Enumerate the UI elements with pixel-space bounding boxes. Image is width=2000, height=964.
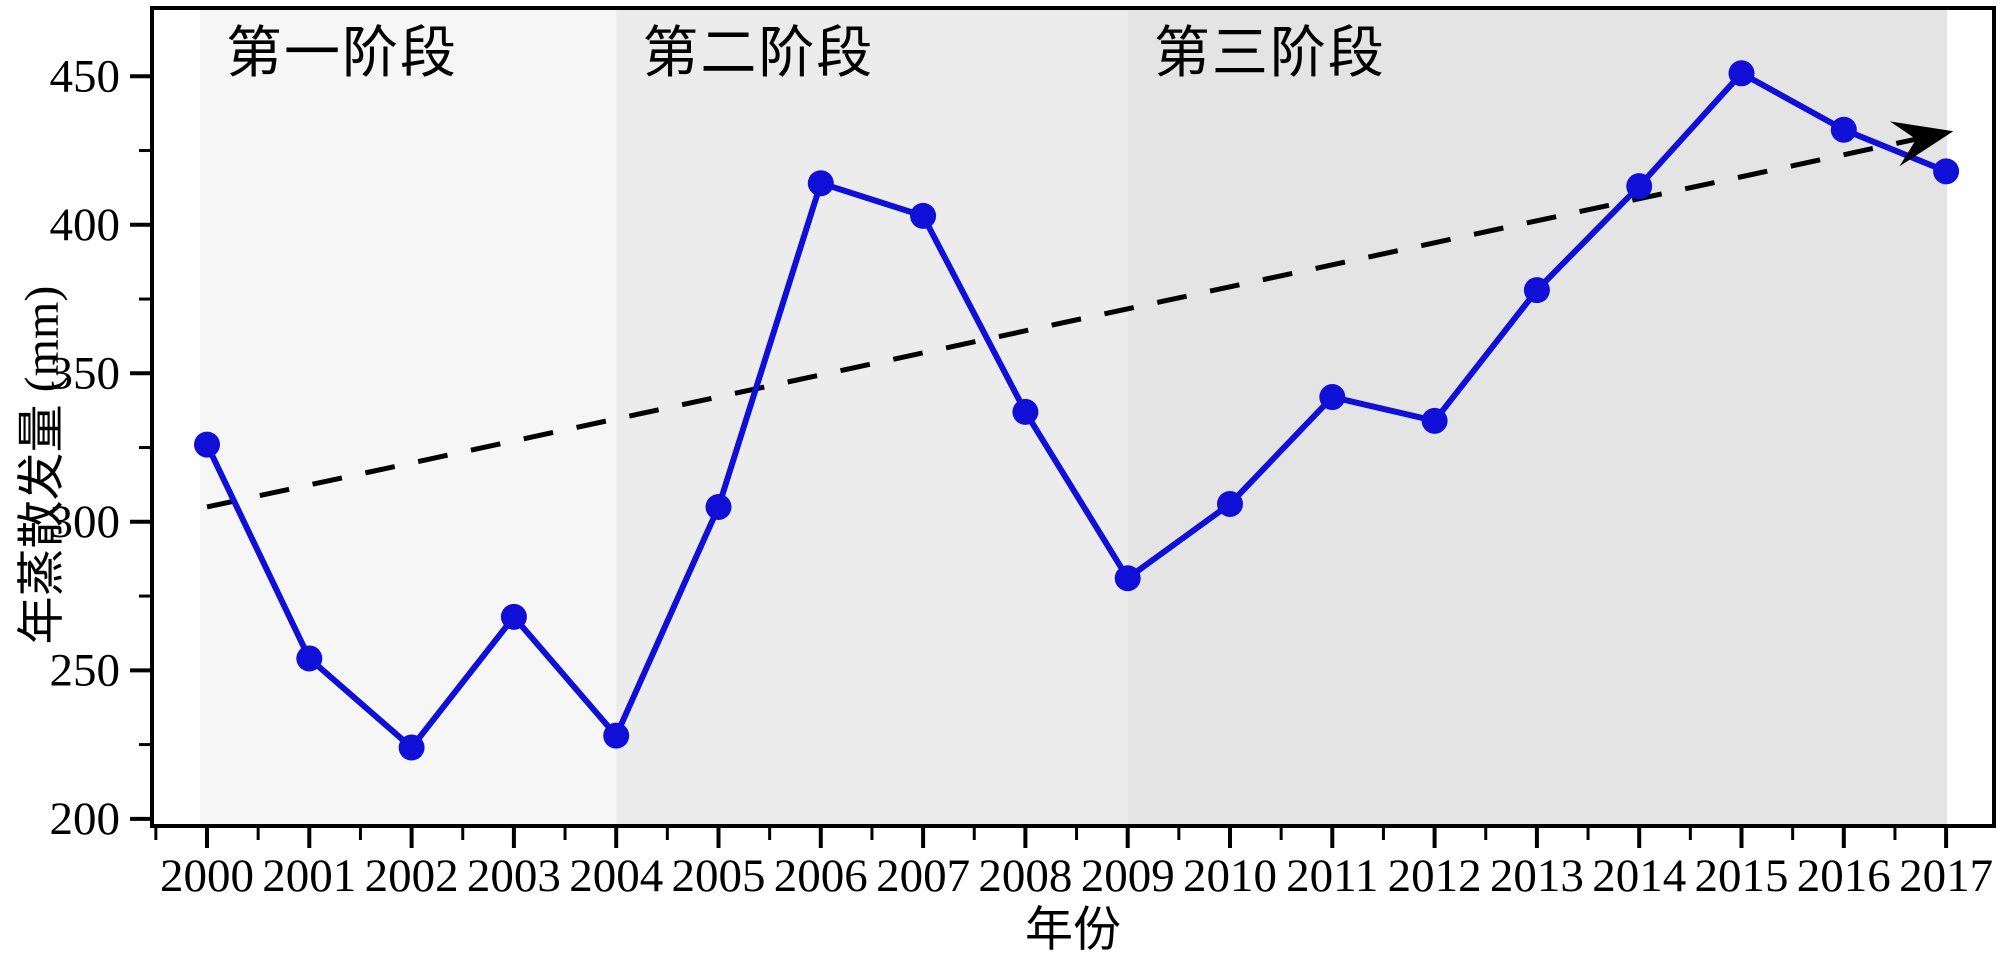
data-point-2013 xyxy=(1523,277,1550,304)
x-tick-label: 2006 xyxy=(774,850,868,902)
y-tick-label: 200 xyxy=(50,793,121,845)
x-tick-label: 2001 xyxy=(262,850,356,902)
x-tick-label: 2004 xyxy=(569,850,663,902)
data-point-2014 xyxy=(1626,173,1653,200)
y-tick-label: 450 xyxy=(50,50,121,102)
data-point-2006 xyxy=(807,170,834,197)
x-tick-label: 2007 xyxy=(876,850,970,902)
data-point-2015 xyxy=(1728,60,1755,87)
data-point-2001 xyxy=(296,645,323,672)
x-tick-label: 2009 xyxy=(1081,850,1175,902)
trend-line xyxy=(206,130,1947,510)
data-point-2002 xyxy=(398,734,425,761)
trend-arrow-icon xyxy=(1889,121,1954,167)
stage-region-1 xyxy=(200,10,617,824)
stage-region-2 xyxy=(616,10,1128,824)
data-line xyxy=(204,70,1950,751)
x-tick-label: 2002 xyxy=(365,850,459,902)
x-axis-title: 年份 xyxy=(1025,904,1121,957)
x-tick-label: 2000 xyxy=(160,850,254,902)
x-tick-label: 2010 xyxy=(1183,850,1277,902)
x-tick-label: 2012 xyxy=(1388,850,1482,902)
data-point-2009 xyxy=(1114,565,1141,592)
y-tick-label: 250 xyxy=(50,644,121,696)
x-tick-label: 2014 xyxy=(1592,850,1686,902)
data-point-2003 xyxy=(500,603,527,630)
stage-label-2: 第二阶段 xyxy=(642,23,874,85)
data-point-2007 xyxy=(910,202,937,229)
x-tick-label: 2017 xyxy=(1899,850,1993,902)
x-tick-label: 2016 xyxy=(1797,850,1891,902)
y-tick-label: 350 xyxy=(50,347,121,399)
data-point-2016 xyxy=(1830,116,1857,143)
x-tick-label: 2003 xyxy=(467,850,561,902)
stage-label-1: 第一阶段 xyxy=(226,23,458,85)
y-axis-title: 年蒸散发量 (mm) xyxy=(16,286,69,645)
stage-region-3 xyxy=(1127,10,1947,824)
data-point-2011 xyxy=(1319,384,1346,411)
axis-frame xyxy=(150,6,1996,828)
data-point-2017 xyxy=(1933,158,1960,185)
x-tick-label: 2005 xyxy=(672,850,766,902)
x-tick-label: 2011 xyxy=(1286,850,1378,902)
y-tick-label: 300 xyxy=(50,496,121,548)
data-point-2012 xyxy=(1421,407,1448,434)
x-tick-label: 2013 xyxy=(1490,850,1584,902)
data-point-2010 xyxy=(1217,490,1243,517)
data-point-2005 xyxy=(705,493,732,520)
data-point-2004 xyxy=(603,722,630,749)
y-tick-label: 400 xyxy=(50,199,121,251)
x-tick-label: 2008 xyxy=(978,850,1072,902)
data-point-2000 xyxy=(194,431,220,458)
stage-label-3: 第三阶段 xyxy=(1154,23,1386,85)
x-tick-label: 2015 xyxy=(1695,850,1789,902)
data-point-2008 xyxy=(1012,398,1039,425)
